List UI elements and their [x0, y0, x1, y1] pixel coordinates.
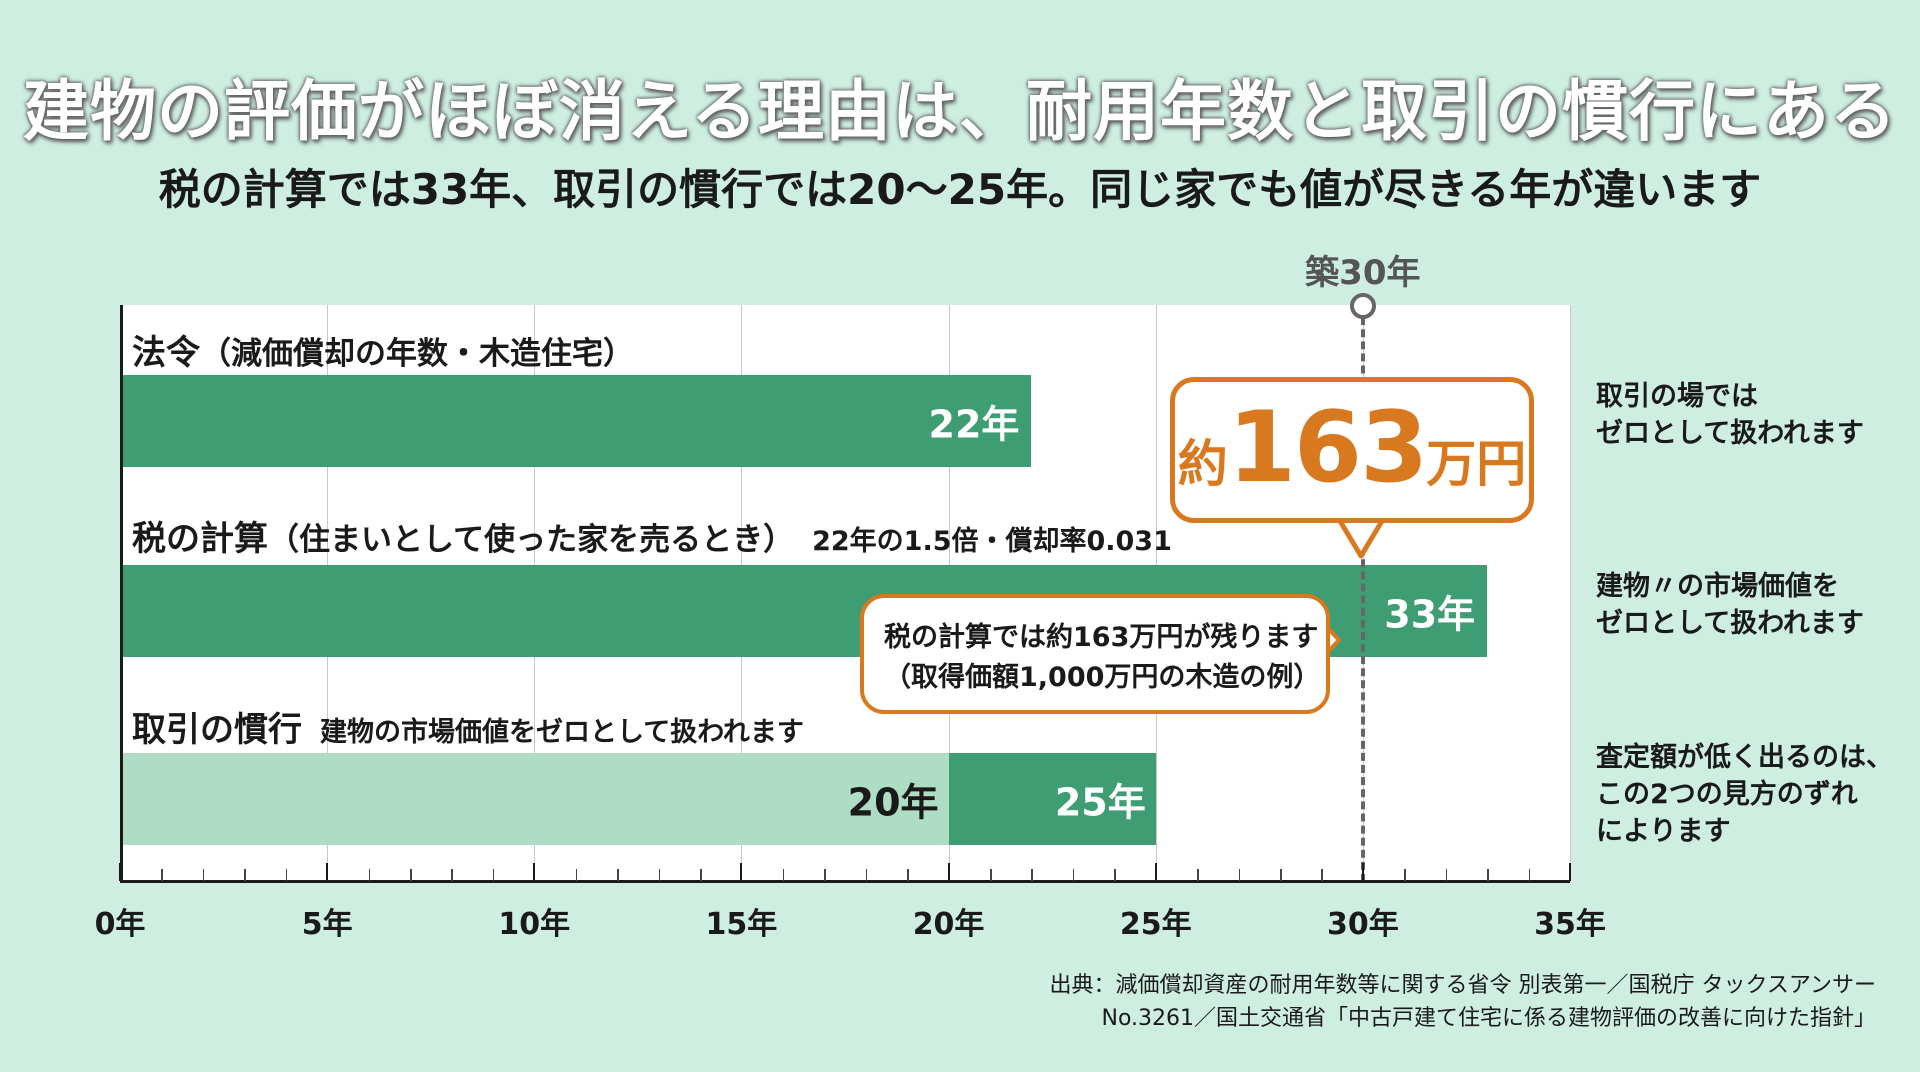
callout-main-number: 163 — [1227, 391, 1429, 505]
x-tick-label: 25年 — [1119, 907, 1192, 942]
x-minor-tick — [617, 869, 619, 881]
x-minor-tick — [410, 869, 412, 881]
right-note-2: 建物〃の市場価値を ゼロとして扱われます — [1596, 568, 1864, 642]
right-note-3-line3: によります — [1596, 816, 1731, 847]
right-note-1: 取引の場では ゼロとして扱われます — [1596, 378, 1864, 452]
x-major-tick — [947, 863, 950, 881]
right-note-3: 査定額が低く出るのは、 この2つの見方のずれ によります — [1596, 739, 1893, 850]
year30-marker-circle — [1349, 293, 1376, 319]
bar-practice-range-upper — [948, 753, 1156, 845]
row-note-practice: 建物の市場価値をゼロとして扱われます — [320, 717, 804, 748]
row-note-tax: 22年の1.5倍・償却率0.031 — [812, 526, 1172, 557]
x-minor-tick — [1031, 869, 1033, 881]
x-minor-tick — [907, 869, 909, 881]
x-tick-label: 20年 — [912, 907, 985, 942]
x-minor-tick — [990, 869, 992, 881]
x-minor-tick — [1404, 869, 1406, 881]
x-minor-tick — [1072, 869, 1075, 881]
callout-main-suffix: 万円 — [1426, 435, 1527, 493]
right-note-2-line2: ゼロとして扱われます — [1596, 608, 1864, 639]
x-minor-tick — [368, 869, 371, 881]
x-minor-tick — [1321, 869, 1323, 881]
callout-note-line2: （取得価額1,000万円の木造の例） — [884, 662, 1321, 693]
row-label-tax-paren: （住まいとして使った家を売るとき） — [268, 522, 795, 558]
bar-value-tax: 33年 — [1384, 592, 1476, 637]
source-line2: No.3261／国土交通省「中古戸建て住宅に係る建物評価の改善に向けた指針」 — [1101, 1006, 1876, 1031]
x-minor-tick — [244, 869, 246, 881]
x-minor-tick — [575, 869, 578, 881]
callout-main-pointer — [1338, 518, 1384, 559]
x-tick-label: 10年 — [498, 907, 571, 942]
row-label-tax-main: 税の計算 — [132, 519, 268, 559]
x-minor-tick — [658, 869, 661, 881]
bar-value-law: 22年 — [928, 402, 1020, 447]
x-minor-tick — [824, 869, 826, 881]
row-label-tax: 税の計算（住まいとして使った家を売るとき） 22年の1.5倍・償却率0.031 — [132, 511, 1172, 560]
x-minor-tick — [1528, 869, 1531, 881]
x-minor-tick — [492, 869, 495, 881]
gridline — [1570, 305, 1571, 882]
x-minor-tick — [1487, 869, 1489, 881]
right-note-1-line1: 取引の場では — [1596, 381, 1758, 412]
x-minor-tick — [202, 869, 205, 881]
right-note-3-line1: 査定額が低く出るのは、 — [1596, 742, 1893, 773]
x-minor-tick — [451, 869, 453, 881]
bar-value-practice-end: 25年 — [1054, 780, 1146, 825]
x-major-tick — [740, 863, 743, 881]
row-label-law-main: 法令 — [132, 333, 200, 373]
x-minor-tick — [1280, 869, 1282, 881]
x-tick-label: 35年 — [1534, 907, 1606, 942]
bar-value-practice-start: 20年 — [847, 780, 939, 825]
chart-title: 建物の評価がほぼ消える理由は、耐用年数と取引の慣行にある — [22, 73, 1898, 150]
bar-law — [120, 375, 1032, 467]
x-minor-tick — [1114, 869, 1116, 881]
x-tick-label: 15年 — [705, 907, 778, 942]
x-major-tick — [1361, 863, 1364, 881]
callout-note-line1: 税の計算では約163万円が残ります — [884, 622, 1319, 653]
callout-main-prefix: 約 — [1177, 435, 1228, 493]
source-note: 出典：減価償却資産の耐用年数等に関する省令 別表第一／国税庁 タックスアンサー … — [1050, 969, 1876, 1035]
x-minor-tick — [285, 869, 288, 881]
x-major-tick — [119, 863, 121, 881]
x-axis-line — [120, 880, 1570, 883]
x-minor-tick — [161, 869, 163, 881]
year30-marker-line — [1360, 305, 1365, 882]
x-tick-label: 0年 — [94, 907, 146, 942]
x-tick-label: 30年 — [1326, 907, 1399, 942]
right-note-1-line2: ゼロとして扱われます — [1596, 418, 1864, 449]
x-major-tick — [1154, 863, 1157, 881]
row-label-practice: 取引の慣行 建物の市場価値をゼロとして扱われます — [132, 702, 804, 751]
y-axis-line — [120, 305, 123, 882]
right-note-2-line1: 建物〃の市場価値を — [1596, 571, 1839, 602]
row-label-law: 法令（減価償却の年数・木造住宅） — [132, 325, 634, 374]
x-major-tick — [1569, 863, 1571, 881]
x-minor-tick — [700, 869, 702, 881]
bar-practice-range-lower — [120, 753, 949, 845]
row-label-law-paren: （減価償却の年数・木造住宅） — [200, 336, 634, 372]
callout-main: 約163万円 — [1170, 377, 1534, 523]
x-tick-label: 5年 — [301, 907, 353, 942]
x-minor-tick — [1197, 869, 1199, 881]
x-minor-tick — [1445, 869, 1448, 881]
x-minor-tick — [1238, 869, 1241, 881]
row-label-practice-main: 取引の慣行 — [132, 710, 302, 750]
right-note-3-line2: この2つの見方のずれ — [1596, 779, 1858, 810]
chart-subtitle: 税の計算では33年、取引の慣行では20〜25年。同じ家でも値が尽きる年が違います — [158, 165, 1762, 214]
source-line1: 出典：減価償却資産の耐用年数等に関する省令 別表第一／国税庁 タックスアンサー — [1049, 973, 1876, 998]
x-minor-tick — [782, 869, 785, 881]
year30-marker-label: 築30年 — [1305, 253, 1421, 293]
x-major-tick — [533, 863, 536, 881]
x-minor-tick — [865, 869, 868, 881]
x-major-tick — [326, 863, 329, 881]
callout-note: 税の計算では約163万円が残ります （取得価額1,000万円の木造の例） — [860, 594, 1330, 714]
